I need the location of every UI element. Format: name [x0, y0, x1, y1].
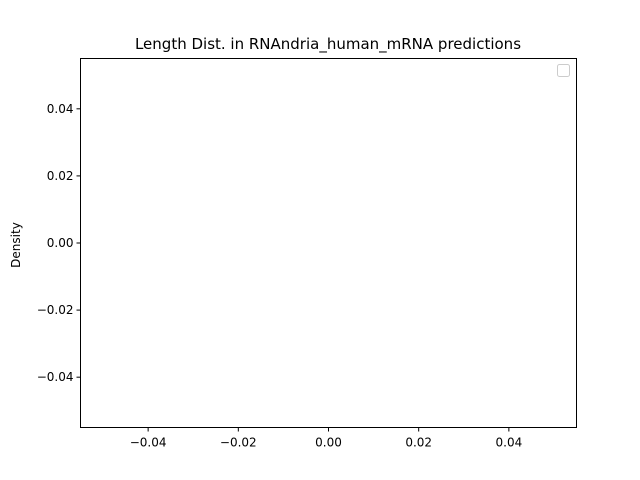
chart-title: Length Dist. in RNAndria_human_mRNA pred… — [135, 35, 521, 54]
y-tick-label: 0.02 — [47, 169, 74, 183]
x-tick-label: 0.02 — [405, 436, 432, 450]
legend-box — [557, 64, 570, 77]
y-axis-ticks: −0.04 −0.02 0.00 0.02 0.04 — [37, 102, 81, 384]
legend-frame — [557, 64, 570, 77]
x-tick-label: 0.04 — [496, 436, 523, 450]
x-tick-label: 0.00 — [315, 436, 342, 450]
x-axis-ticks: −0.04 −0.02 0.00 0.02 0.04 — [130, 427, 523, 450]
y-axis-label: Density — [9, 222, 23, 268]
y-tick-label: −0.04 — [37, 370, 74, 384]
x-tick-label: −0.04 — [130, 436, 167, 450]
y-tick-label: −0.02 — [37, 303, 74, 317]
y-tick-label: 0.00 — [47, 236, 74, 250]
plot-area — [80, 58, 577, 428]
x-tick-label: −0.02 — [220, 436, 257, 450]
y-tick-label: 0.04 — [47, 102, 74, 116]
